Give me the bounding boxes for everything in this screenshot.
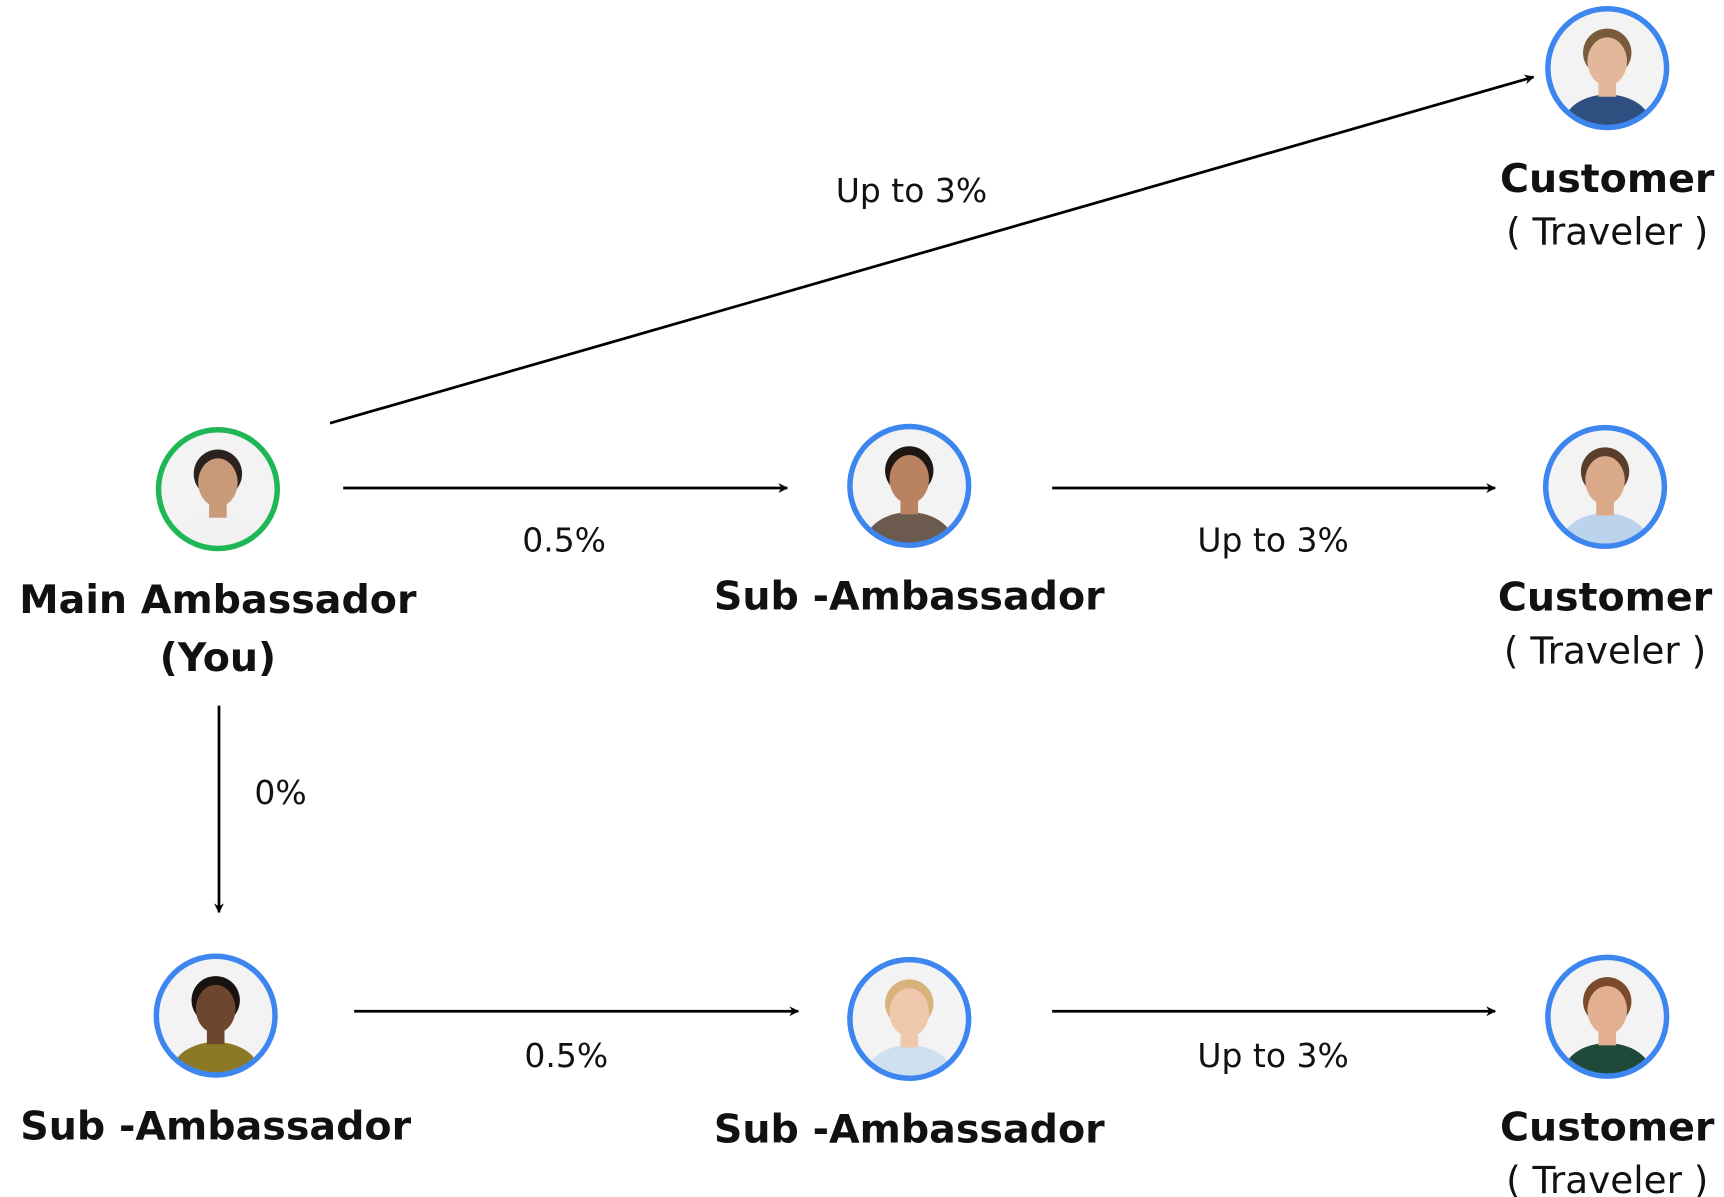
avatar bbox=[865, 979, 954, 1077]
avatar bbox=[1563, 28, 1652, 126]
node-title: Sub -Ambassador bbox=[20, 1103, 411, 1149]
edge-label: 0.5% bbox=[524, 1036, 608, 1075]
node-title: Main Ambassador bbox=[19, 577, 417, 623]
avatar-ring bbox=[1545, 6, 1670, 131]
node-subtitle: ( Traveler ) bbox=[1506, 210, 1708, 254]
edge-label: Up to 3% bbox=[1197, 1036, 1348, 1075]
avatar-body bbox=[1563, 94, 1652, 126]
node-title: Customer bbox=[1498, 575, 1713, 621]
node: Main Ambassador (You) bbox=[19, 427, 417, 681]
avatar-face bbox=[198, 458, 238, 507]
avatar-face bbox=[1585, 456, 1625, 505]
node-title: Sub -Ambassador bbox=[714, 574, 1105, 620]
node: Customer ( Traveler ) bbox=[1498, 424, 1713, 672]
avatar-ring bbox=[847, 423, 972, 548]
node: Customer ( Traveler ) bbox=[1500, 6, 1715, 254]
node: Sub -Ambassador bbox=[714, 956, 1105, 1153]
avatar-face bbox=[889, 455, 930, 504]
node: Customer ( Traveler ) bbox=[1500, 954, 1715, 1197]
avatar bbox=[865, 446, 954, 543]
avatar-body bbox=[865, 512, 954, 543]
avatar-face bbox=[195, 984, 236, 1034]
avatar bbox=[173, 449, 262, 547]
avatar-ring bbox=[1542, 424, 1668, 550]
avatar-body bbox=[173, 515, 262, 547]
edge-label: 0.5% bbox=[522, 520, 606, 559]
node-subtitle: ( Traveler ) bbox=[1504, 628, 1706, 672]
node-title: Sub -Ambassador bbox=[714, 1107, 1105, 1153]
avatar bbox=[1561, 447, 1650, 545]
avatar-ring bbox=[1545, 954, 1670, 1079]
node-subtitle: ( Traveler ) bbox=[1506, 1158, 1708, 1197]
node: Sub -Ambassador bbox=[20, 953, 412, 1149]
avatar-face bbox=[1587, 985, 1628, 1035]
node-title: Customer bbox=[1500, 1104, 1715, 1150]
avatar bbox=[171, 976, 260, 1073]
avatar-face bbox=[889, 988, 930, 1037]
avatar-body bbox=[1563, 1043, 1652, 1074]
edge-label: 0% bbox=[254, 773, 306, 812]
edge-label: Up to 3% bbox=[836, 171, 987, 210]
avatar-ring bbox=[153, 953, 278, 1078]
avatar-body bbox=[1561, 513, 1650, 545]
avatar-body bbox=[171, 1042, 260, 1073]
node-title: Customer bbox=[1500, 156, 1715, 202]
node-subtitle: (You) bbox=[160, 635, 277, 681]
avatar bbox=[1563, 977, 1652, 1074]
avatar-face bbox=[1587, 37, 1628, 86]
avatar-ring bbox=[847, 956, 972, 1082]
avatar-body bbox=[865, 1045, 954, 1077]
edge-arrow bbox=[329, 74, 1535, 425]
avatar-ring bbox=[155, 427, 280, 552]
edge-label: Up to 3% bbox=[1197, 520, 1348, 559]
node: Sub -Ambassador bbox=[714, 423, 1105, 620]
